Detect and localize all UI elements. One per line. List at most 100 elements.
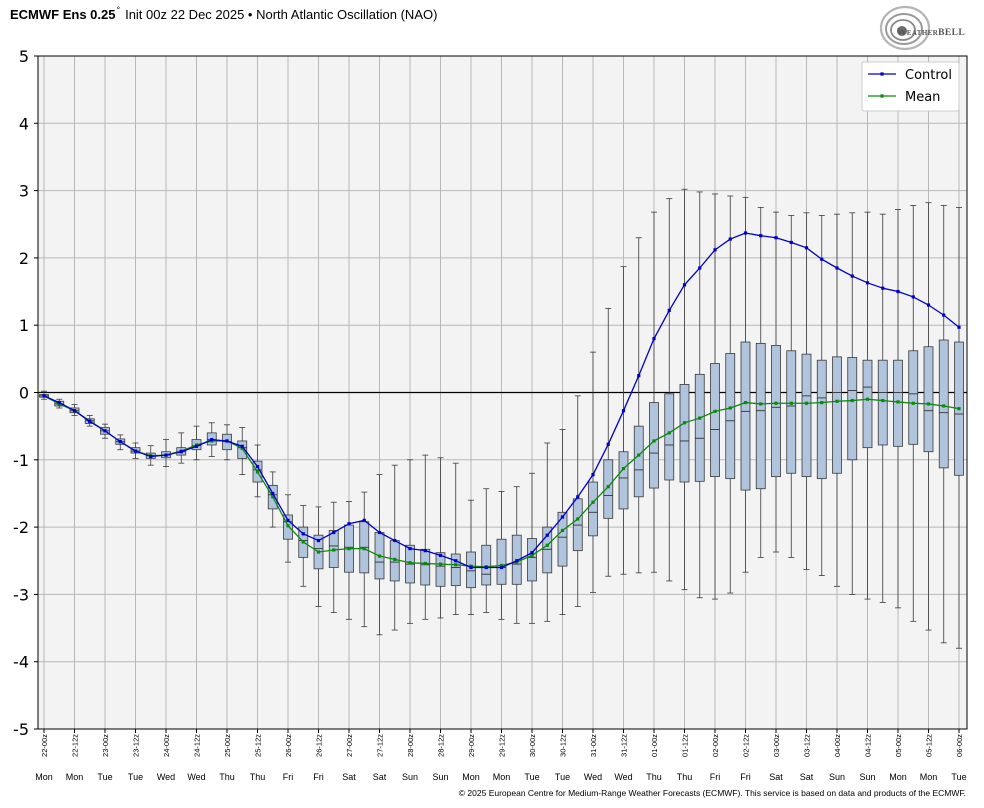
x-day-label: Sun [432,772,448,782]
control-point [347,522,351,526]
x-tick-label: 29-00z [467,734,476,757]
box-iqr [862,359,873,449]
control-point [423,549,427,553]
control-point [957,325,961,329]
legend-item-control: Control [868,68,952,83]
box-iqr [694,373,705,482]
logo-swirl-inner [890,19,916,41]
x-day-label: Fri [740,772,751,782]
ensemble-box [786,215,797,558]
mean-point [255,470,260,474]
x-day-label: Tue [951,772,966,782]
control-point [759,234,763,238]
mean-point [362,547,366,551]
x-day-label: Sat [373,772,387,782]
ensemble-box [938,205,949,644]
control-point [621,409,626,413]
control-point [332,530,336,535]
x-day-label: Tue [128,772,143,782]
control-point [911,295,915,299]
x-tick-label: 23-00z [101,734,110,757]
control-series [42,231,961,570]
control-point [179,450,183,454]
mean-point [393,557,397,562]
mean-point [896,400,900,404]
y-tick-label: 5 [19,47,29,66]
control-point [301,532,305,536]
control-point [530,551,534,555]
control-point [850,274,854,278]
mean-point [850,398,854,403]
x-day-label: Wed [584,772,602,782]
mean-point [728,406,732,410]
control-point [316,538,321,543]
mean-point [682,421,687,425]
box-iqr [908,350,919,445]
mean-point [530,553,534,557]
box-iqr [786,350,797,474]
box-iqr [923,346,934,453]
x-tick-label: 05-12z [925,734,934,757]
legend-swatch-marker [880,72,884,76]
box-iqr [450,553,461,587]
control-point [42,394,46,398]
box-iqr [649,402,659,489]
mean-point [637,453,641,457]
box-iqr [527,538,537,582]
ensemble-box [771,211,781,553]
x-day-label: Thu [219,772,235,782]
x-tick-label: 28-12z [437,734,446,757]
mean-point [743,400,748,405]
box-iqr [420,548,431,586]
control-point [591,473,595,477]
x-tick-label: 31-00z [589,734,598,757]
box-iqr [633,425,644,498]
y-tick-label: 4 [19,114,29,133]
y-tick-label: 2 [19,249,29,268]
weatherbell-logo: WeatherBELL [879,5,965,51]
ensemble-box [694,191,705,599]
control-point [286,518,290,522]
title-model: ECMWF Ens 0.25 [10,7,116,22]
box-iqr [496,538,507,585]
mean-point [835,399,839,403]
mean-point [652,439,656,443]
mean-point [499,563,504,568]
y-tick-label: -5 [13,720,29,739]
x-tick-label: 01-00z [650,734,659,757]
ensemble-box [908,205,919,622]
control-point [881,286,885,290]
mean-point [438,562,443,566]
control-point [515,559,519,563]
control-point [652,337,656,341]
x-tick-label: 30-12z [559,734,568,757]
mean-point [332,548,336,552]
logo-swirl-eye [897,26,907,36]
mean-point [911,401,915,405]
mean-point [926,402,931,406]
box-iqr [557,511,568,567]
x-tick-label: 26-12z [315,734,324,757]
ensemble-box [740,196,751,573]
control-point [865,281,870,285]
box-iqr [481,544,492,586]
ensemble-box [527,472,537,624]
mean-point [804,401,809,405]
ensemble-box [923,202,934,631]
mean-point [957,407,961,411]
control-point [240,444,244,448]
control-point [698,266,702,270]
x-day-label: Fri [710,772,721,782]
x-day-label: Fri [283,772,294,782]
legend-swatch-marker [880,94,884,98]
x-day-label: Sun [859,772,875,782]
mean-point [240,446,244,450]
x-axis: 22-00z Mon 22-12z Mon 23-00z Tue 23-12z Tue 24-0… [35,729,967,782]
y-tick-label: -3 [13,585,29,604]
x-day-label: Thu [646,772,662,782]
ensemble-box [801,212,812,570]
control-point [499,565,504,570]
ensemble-box [466,499,476,615]
x-tick-label: 24-12z [193,734,202,757]
